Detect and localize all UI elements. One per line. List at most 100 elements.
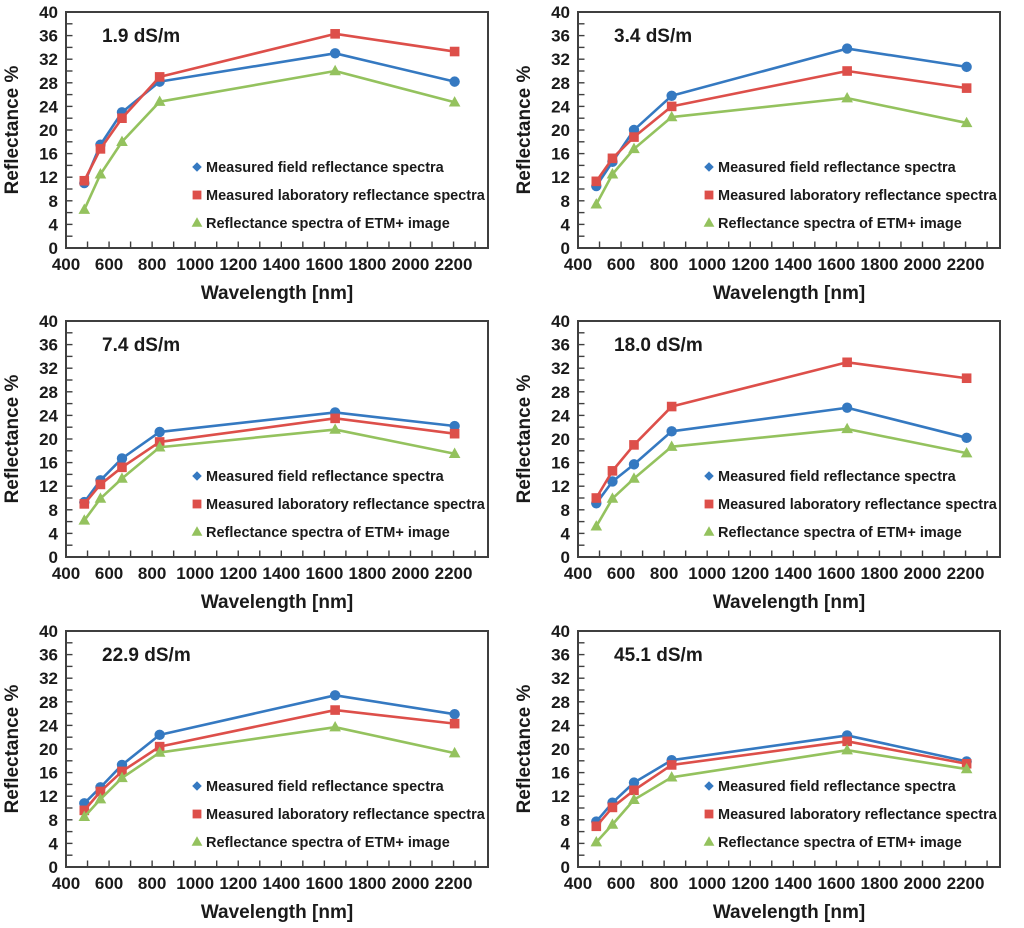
- x-axis-tick-label: 1800: [861, 874, 899, 893]
- legend-label: Measured laboratory reflectance spectra: [718, 497, 998, 513]
- x-axis-tick-label: 800: [650, 255, 678, 274]
- legend-label: Measured laboratory reflectance spectra: [718, 807, 998, 823]
- data-point-marker: [629, 132, 639, 142]
- legend-marker-square: [192, 190, 202, 200]
- x-axis-tick-label: 1600: [305, 564, 343, 583]
- data-point-marker: [449, 420, 460, 432]
- data-point-marker: [79, 499, 90, 509]
- x-axis-tick-label: 1200: [731, 874, 769, 893]
- x-axis-tick-label: 1400: [774, 255, 812, 274]
- x-axis-tick-label: 800: [138, 255, 166, 274]
- x-axis-title: Wavelength [nm]: [201, 283, 353, 304]
- data-point-marker: [961, 61, 972, 73]
- y-axis-tick-label: 36: [551, 646, 570, 665]
- data-point-marker: [841, 422, 853, 434]
- y-axis-tick-label: 32: [551, 359, 570, 378]
- data-point-marker: [606, 818, 619, 829]
- y-axis-title: Reflectance %: [514, 65, 535, 194]
- series-line-3: [83, 725, 455, 818]
- y-axis-tick-label: 0: [561, 239, 570, 258]
- y-axis-tick-label: 20: [551, 740, 570, 759]
- y-axis-tick-label: 20: [551, 121, 570, 140]
- x-axis-tick-label: 800: [650, 874, 678, 893]
- data-point-marker: [842, 357, 852, 368]
- x-axis-tick-label: 1800: [349, 874, 387, 893]
- data-point-marker: [961, 373, 972, 384]
- data-point-marker: [449, 46, 460, 57]
- y-axis-tick-label: 8: [561, 501, 570, 520]
- y-axis-tick-label: 16: [551, 764, 570, 783]
- y-axis-tick-label: 32: [551, 50, 570, 69]
- y-axis-tick-label: 0: [561, 548, 570, 567]
- data-point-marker: [154, 729, 165, 741]
- data-point-marker: [153, 95, 166, 106]
- x-axis-tick-label: 400: [564, 255, 592, 274]
- data-point-marker: [666, 426, 677, 437]
- series-line-3: [595, 427, 967, 527]
- x-axis-tick-label: 1000: [176, 874, 214, 893]
- x-axis-tick-label: 800: [650, 564, 678, 583]
- legend-marker-square: [192, 809, 202, 819]
- legend-label: Reflectance spectra of ETM+ image: [718, 216, 962, 232]
- x-axis-tick-label: 400: [564, 564, 592, 583]
- legend-marker-diamond: [192, 781, 202, 791]
- data-point-marker: [607, 153, 618, 164]
- data-point-marker: [590, 520, 603, 531]
- data-point-marker: [666, 760, 677, 770]
- legend-label: Reflectance spectra of ETM+ image: [206, 835, 450, 851]
- x-axis-tick-label: 600: [607, 255, 635, 274]
- data-point-marker: [841, 743, 853, 755]
- y-axis-title: Reflectance %: [514, 374, 535, 503]
- y-axis-tick-label: 36: [551, 336, 570, 355]
- data-point-marker: [628, 472, 640, 483]
- legend-label: Reflectance spectra of ETM+ image: [206, 525, 450, 541]
- data-point-marker: [154, 426, 165, 438]
- legend-label: Measured laboratory reflectance spectra: [206, 497, 486, 513]
- series-line-3: [83, 69, 455, 211]
- x-axis-tick-label: 2000: [392, 564, 430, 583]
- x-axis-tick-label: 2000: [904, 564, 942, 583]
- data-point-marker: [116, 771, 128, 783]
- x-axis-tick-label: 1600: [817, 564, 855, 583]
- data-point-marker: [607, 802, 618, 813]
- series-line-3: [595, 748, 967, 844]
- data-point-marker: [95, 479, 106, 490]
- y-axis-tick-label: 28: [39, 383, 58, 402]
- legend-label: Measured field reflectance spectra: [718, 160, 957, 176]
- y-axis-title: Reflectance %: [2, 65, 23, 194]
- data-point-marker: [449, 708, 460, 720]
- data-point-marker: [842, 66, 852, 76]
- y-axis-tick-label: 32: [39, 669, 58, 688]
- legend-marker-triangle: [191, 526, 203, 536]
- y-axis-tick-label: 36: [39, 646, 58, 665]
- y-axis-tick-label: 16: [551, 454, 570, 473]
- data-point-marker: [117, 766, 127, 777]
- data-point-marker: [665, 440, 678, 451]
- x-axis-tick-label: 1200: [219, 255, 257, 274]
- series-line-2: [83, 708, 455, 812]
- data-point-marker: [116, 453, 128, 464]
- y-axis-tick-label: 24: [551, 406, 570, 425]
- y-axis-tick-label: 24: [551, 97, 570, 116]
- legend-label: Measured field reflectance spectra: [718, 469, 957, 485]
- x-axis-tick-label: 1400: [774, 564, 812, 583]
- legend-label: Measured field reflectance spectra: [206, 160, 445, 176]
- x-axis-tick-label: 800: [138, 874, 166, 893]
- data-point-marker: [666, 101, 677, 112]
- y-axis-title: Reflectance %: [514, 684, 535, 813]
- data-point-marker: [330, 705, 340, 715]
- data-point-marker: [78, 810, 91, 822]
- y-axis-tick-label: 24: [39, 97, 58, 116]
- y-axis-tick-label: 8: [49, 811, 58, 830]
- legend-marker-triangle: [191, 217, 203, 227]
- plot-border: [577, 11, 1001, 249]
- x-axis-tick-label: 1800: [861, 255, 899, 274]
- x-axis-tick-label: 1000: [176, 564, 214, 583]
- data-point-marker: [629, 440, 639, 450]
- y-axis-tick-label: 28: [551, 383, 570, 402]
- x-axis-title: Wavelength [nm]: [713, 902, 865, 923]
- y-axis-tick-label: 36: [39, 27, 58, 46]
- x-axis-tick-label: 1600: [305, 255, 343, 274]
- y-axis-tick-label: 36: [39, 336, 58, 355]
- chart-panel-22.9-dsm: 0 4 8 12 16 20 24 28 32 36 40 400 600 800 1000 1200 1400…: [0, 619, 512, 928]
